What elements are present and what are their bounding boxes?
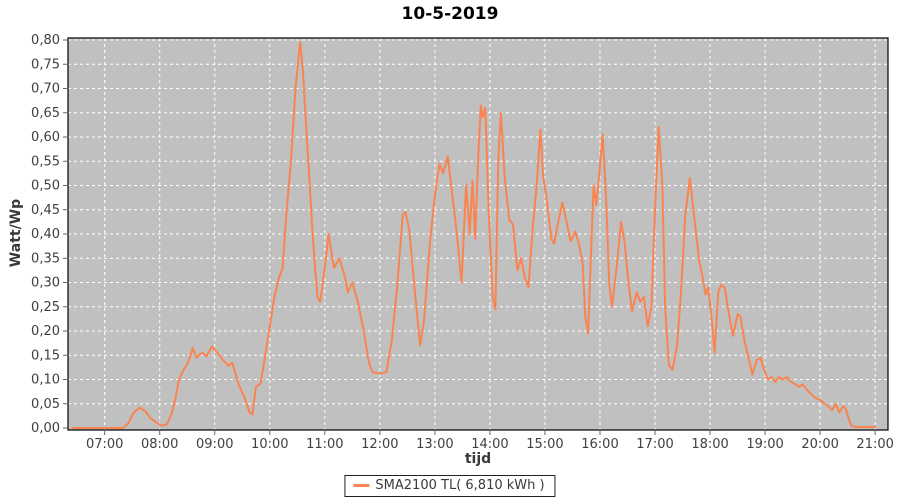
y-tick-label: 0,35 [31,251,60,266]
y-tick-label: 0,55 [31,154,60,169]
legend-series-swatch [353,484,370,487]
x-tick-label: 11:00 [306,437,343,452]
y-tick-label: 0,20 [31,324,60,339]
y-tick-label: 0,00 [31,421,60,436]
y-tick-label: 0,80 [31,33,60,48]
x-tick-label: 10:00 [251,437,288,452]
x-tick-label: 13:00 [416,437,453,452]
y-tick-label: 0,65 [31,106,60,121]
x-tick-label: 09:00 [196,437,233,452]
x-tick-label: 21:00 [856,437,893,452]
x-tick-label: 19:00 [746,437,783,452]
y-tick-label: 0,25 [31,300,60,315]
x-tick-label: 20:00 [801,437,838,452]
series-line [71,41,877,429]
y-axis-label: Watt/Wp [8,198,24,268]
x-tick-label: 07:00 [86,437,123,452]
x-tick-label: 15:00 [526,437,563,452]
x-tick-label: 14:00 [471,437,508,452]
y-tick-label: 0,30 [31,276,60,291]
y-tick-label: 0,05 [31,397,60,412]
x-axis-label: tijd [464,451,492,467]
x-tick-label: 17:00 [636,437,673,452]
y-tick-label: 0,45 [31,203,60,218]
y-tick-label: 0,15 [31,348,60,363]
x-tick-label: 18:00 [691,437,728,452]
y-tick-label: 0,60 [31,130,60,145]
legend-label: SMA2100 TL( 6,810 kWh ) [375,478,545,493]
chart-title: 10-5-2019 [401,4,499,24]
x-tick-label: 12:00 [361,437,398,452]
y-tick-label: 0,40 [31,227,60,242]
y-tick-label: 0,75 [31,57,60,72]
plot-border [67,37,889,431]
y-tick-label: 0,10 [31,373,60,388]
x-tick-label: 16:00 [581,437,618,452]
y-tick-label: 0,70 [31,82,60,97]
x-tick-label: 08:00 [141,437,178,452]
legend: SMA2100 TL( 6,810 kWh ) [344,475,556,497]
y-tick-label: 0,50 [31,179,60,194]
